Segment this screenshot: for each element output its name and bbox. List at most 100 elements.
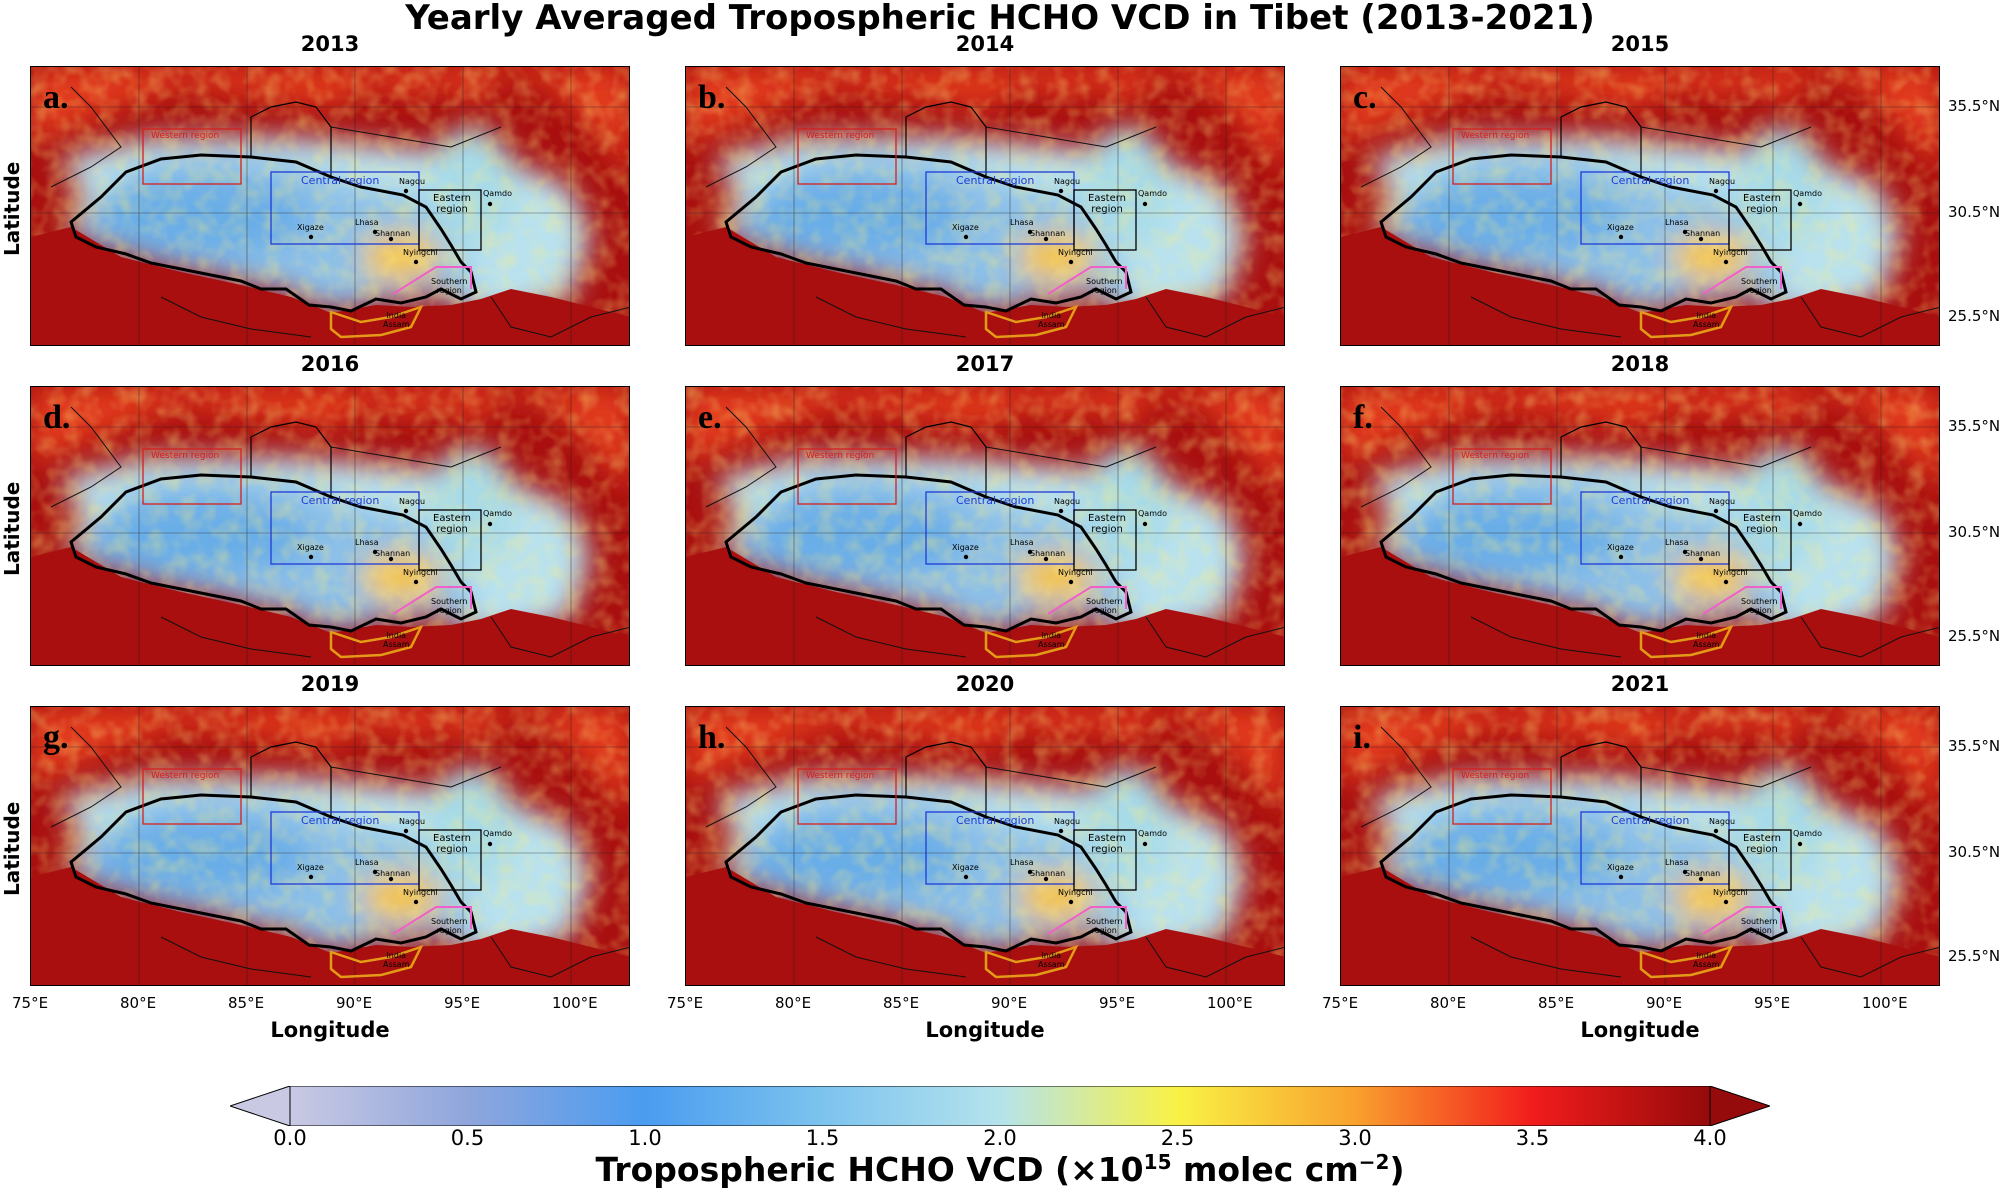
city-label: Xigaze (297, 543, 324, 552)
map-panel-2015: 2015 (1340, 32, 2000, 346)
x-tick-label: 95°E (444, 994, 481, 1012)
figure-title: Yearly Averaged Tropospheric HCHO VCD in… (405, 0, 1595, 38)
western-region-label: Western region (151, 771, 220, 781)
western-region-label: Western region (151, 451, 220, 461)
central-region-label: Central region (301, 814, 380, 827)
city-label: Nyingchi (403, 568, 438, 577)
x-tick-label: 75°E (667, 994, 704, 1012)
panel-letter: c. (1353, 79, 1377, 116)
city-label: Nyingchi (1713, 248, 1748, 257)
eastern-region-label: Eastern region (1743, 193, 1782, 215)
eastern-region-label: Eastern region (1743, 513, 1782, 535)
western-region-label: Western region (1461, 131, 1530, 141)
city-label: Xigaze (297, 223, 324, 232)
x-tick-label: 90°E (336, 994, 373, 1012)
panel-year-title: 2016 (300, 352, 360, 376)
city-label: Xigaze (952, 543, 979, 552)
panel-letter: f. (1353, 399, 1373, 436)
x-tick-label: 95°E (1099, 994, 1136, 1012)
x-axis-label: Longitude (925, 1018, 1045, 1042)
western-region-label: Western region (806, 771, 875, 781)
panel-letter: i. (1353, 719, 1371, 756)
map-panel-2016: 2016 (0, 352, 630, 666)
colorbar-tick-label: 2.5 (1160, 1126, 1195, 1150)
x-tick-label: 85°E (1538, 994, 1575, 1012)
southern-region-label: Southern region (1086, 917, 1123, 935)
y-axis-label: Latitude (0, 161, 24, 256)
hcho-map: g. Western region Central region Eastern… (30, 706, 630, 986)
city-label: Nyingchi (403, 248, 438, 257)
panel-letter: e. (698, 399, 722, 436)
panel-letter: a. (43, 79, 69, 116)
city-label: Shannan (1685, 549, 1721, 558)
city-label: Xigaze (952, 223, 979, 232)
x-tick-label: 80°E (120, 994, 157, 1012)
eastern-region-label: Eastern region (1743, 833, 1782, 855)
x-axis-label: Longitude (1580, 1018, 1700, 1042)
india-assam-label: India Assam (1693, 311, 1720, 329)
city-label: Nagqu (1709, 497, 1736, 506)
city-label: Qamdo (483, 829, 512, 838)
southern-region-label: Southern region (1741, 277, 1778, 295)
x-tick-label: 90°E (1646, 994, 1683, 1012)
hcho-map: d. Western region Central region Eastern… (30, 386, 630, 666)
city-label: Qamdo (1793, 189, 1822, 198)
city-label: Lhasa (1665, 538, 1689, 547)
city-label: Lhasa (1010, 538, 1034, 547)
colorbar-tick-label: 3.0 (1338, 1126, 1372, 1150)
southern-region-label: Southern region (1741, 917, 1778, 935)
panel-letter: h. (698, 719, 726, 756)
x-tick-label: 100°E (552, 994, 598, 1012)
y-axis-label: Latitude (0, 481, 24, 576)
eastern-region-label: Eastern region (1088, 193, 1127, 215)
x-tick-label: 90°E (991, 994, 1028, 1012)
city-label: Shannan (1685, 869, 1721, 878)
hcho-map: i. Western region Central region Eastern… (1340, 706, 1940, 986)
colorbar-gradient (289, 1086, 1711, 1126)
city-label: Shannan (1030, 869, 1066, 878)
india-assam-label: India Assam (383, 951, 410, 969)
hcho-map: c. Western region Central region Eastern… (1340, 66, 1940, 346)
colorbar-label: Tropospheric HCHO VCD (×1015 molec cm−2) (595, 1150, 1405, 1189)
panel-year-title: 2013 (300, 32, 360, 56)
central-region-label: Central region (956, 174, 1035, 187)
city-label: Shannan (375, 549, 411, 558)
india-assam-label: India Assam (1038, 951, 1065, 969)
city-label: Lhasa (1010, 218, 1034, 227)
city-label: Lhasa (1665, 858, 1689, 867)
city-label: Lhasa (1010, 858, 1034, 867)
y-tick-label: 25.5°N (1948, 627, 2000, 645)
panel-letter: d. (43, 399, 71, 436)
y-tick-label: 30.5°N (1948, 203, 2000, 221)
colorbar-tick-label: 4.0 (1693, 1126, 1727, 1150)
panel-year-title: 2020 (955, 672, 1015, 696)
map-panel-2019: 2019 (0, 672, 630, 1042)
city-label: Xigaze (1607, 543, 1634, 552)
city-label: Qamdo (1793, 829, 1822, 838)
colorbar-tick-label: 1.0 (628, 1126, 662, 1150)
city-label: Nyingchi (1058, 248, 1093, 257)
y-axis-label: Latitude (0, 801, 24, 896)
city-label: Nagqu (1054, 177, 1081, 186)
eastern-region-label: Eastern region (433, 193, 472, 215)
city-label: Nagqu (1709, 177, 1736, 186)
city-label: Nyingchi (403, 888, 438, 897)
city-label: Nyingchi (1713, 568, 1748, 577)
hcho-map: h. Western region Central region Eastern… (685, 706, 1285, 986)
colorbar-tick-label: 0.0 (273, 1126, 307, 1150)
city-label: Nyingchi (1058, 888, 1093, 897)
panel-year-title: 2019 (300, 672, 360, 696)
city-label: Nagqu (399, 177, 426, 186)
city-label: Qamdo (1138, 509, 1167, 518)
city-label: Nyingchi (1058, 568, 1093, 577)
central-region-label: Central region (301, 174, 380, 187)
central-region-label: Central region (1611, 494, 1690, 507)
y-tick-label: 25.5°N (1948, 307, 2000, 325)
hcho-map: b. Western region Central region Eastern… (685, 66, 1285, 346)
city-label: Qamdo (483, 189, 512, 198)
y-tick-label: 30.5°N (1948, 843, 2000, 861)
southern-region-label: Southern region (431, 917, 468, 935)
panel-year-title: 2018 (1610, 352, 1670, 376)
hcho-map: e. Western region Central region Eastern… (685, 386, 1285, 666)
y-tick-label: 25.5°N (1948, 947, 2000, 965)
